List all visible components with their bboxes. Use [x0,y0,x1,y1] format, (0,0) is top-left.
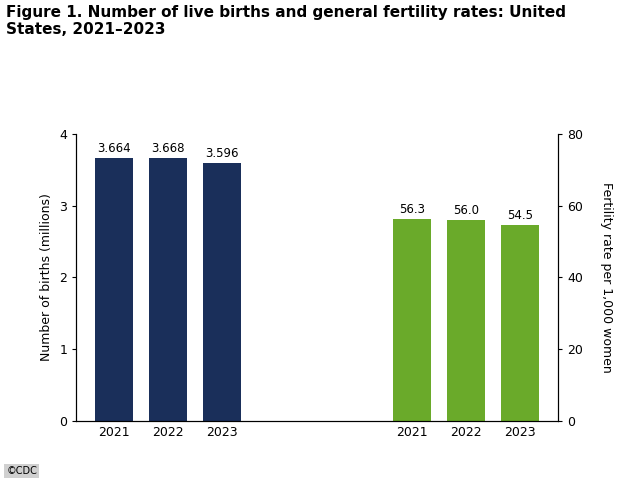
Y-axis label: Fertility rate per 1,000 women: Fertility rate per 1,000 women [600,182,612,373]
Bar [393,219,430,421]
Y-axis label: Number of births (millions): Number of births (millions) [41,193,53,361]
Text: 56.0: 56.0 [453,204,479,217]
Text: 3.668: 3.668 [152,142,185,155]
Text: 3.596: 3.596 [205,147,239,160]
Text: 56.3: 56.3 [399,203,425,216]
Bar [204,163,241,421]
Text: 54.5: 54.5 [507,209,533,222]
Text: 3.664: 3.664 [97,142,131,155]
Bar [95,158,133,421]
Text: Figure 1. Number of live births and general fertility rates: United
States, 2021: Figure 1. Number of live births and gene… [6,5,566,37]
Text: ©CDC: ©CDC [6,466,37,476]
Bar [447,220,485,421]
Bar [501,225,539,421]
Bar [149,158,187,421]
